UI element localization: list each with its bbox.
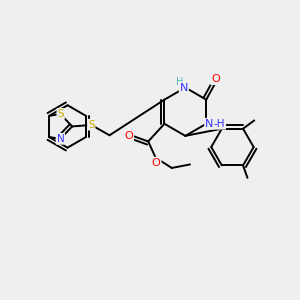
Text: N: N xyxy=(205,119,213,129)
Text: O: O xyxy=(211,74,220,84)
Text: N: N xyxy=(56,134,64,144)
Text: H: H xyxy=(176,77,184,87)
Text: S: S xyxy=(57,109,64,119)
Text: O: O xyxy=(124,130,133,141)
Text: N: N xyxy=(180,82,188,93)
Text: S: S xyxy=(88,120,94,130)
Text: O: O xyxy=(152,158,161,168)
Text: -H: -H xyxy=(214,119,225,129)
